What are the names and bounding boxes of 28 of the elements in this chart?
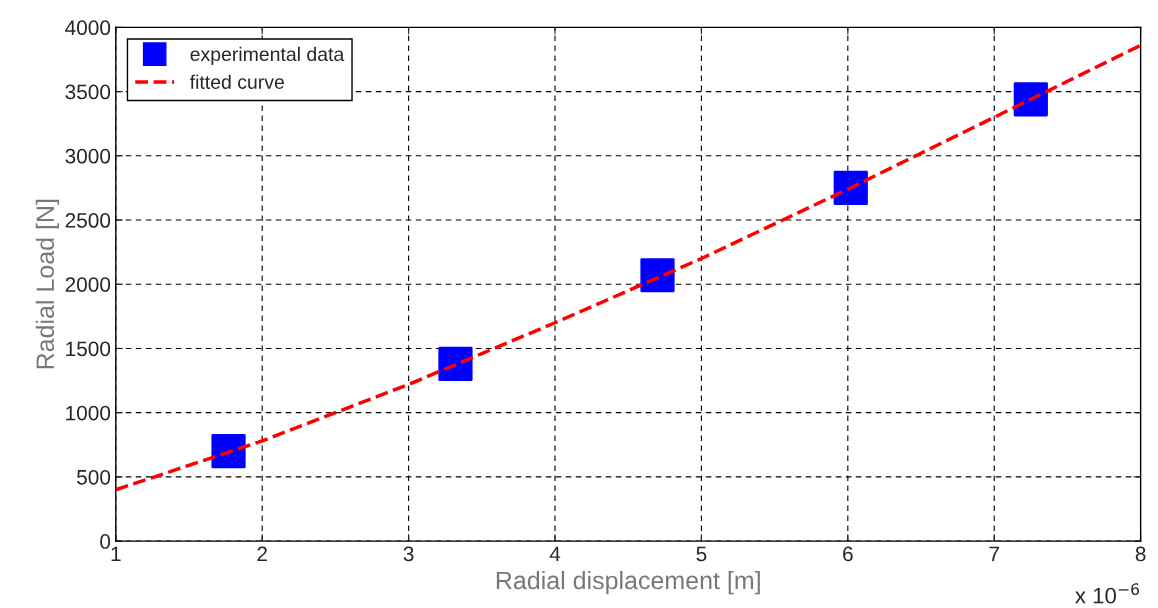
x-tick-label: 5 [696, 546, 707, 562]
line-series [115, 43, 1141, 492]
x-tick-label: 1 [111, 546, 121, 562]
y-tick-label: 3500 [65, 84, 111, 100]
y-tick-label: 0 [100, 534, 111, 549]
x-tick-label: 8 [1135, 546, 1146, 562]
y-tick-label: 1500 [66, 341, 111, 357]
point [640, 258, 675, 293]
point [1013, 82, 1048, 117]
y-tick-label: 2500 [65, 213, 111, 228]
y-axis-title: Radial Load [N] [35, 199, 60, 369]
x-axis-title: Radial displacement [m] [496, 570, 760, 595]
legend-label: experimental data [190, 46, 345, 65]
x-tick-label: 6 [843, 546, 853, 562]
point [211, 434, 246, 469]
x-tick-label: 3 [403, 546, 414, 562]
x-tick-label: 2 [257, 546, 267, 562]
x-tick-label: 4 [549, 546, 561, 562]
y-tick-label: 1000 [66, 405, 111, 421]
y-tick-label: 2000 [65, 277, 111, 292]
point [438, 346, 473, 381]
y-tick-label: 500 [77, 469, 111, 485]
text: x 10$^{−6}$ [1075, 583, 1140, 604]
point [833, 170, 868, 206]
legend-label: fitted curve [189, 74, 284, 89]
x-tick-label: 7 [989, 546, 999, 562]
y-tick-label: 4000 [65, 20, 111, 36]
y-tick-label: 3000 [65, 148, 111, 164]
